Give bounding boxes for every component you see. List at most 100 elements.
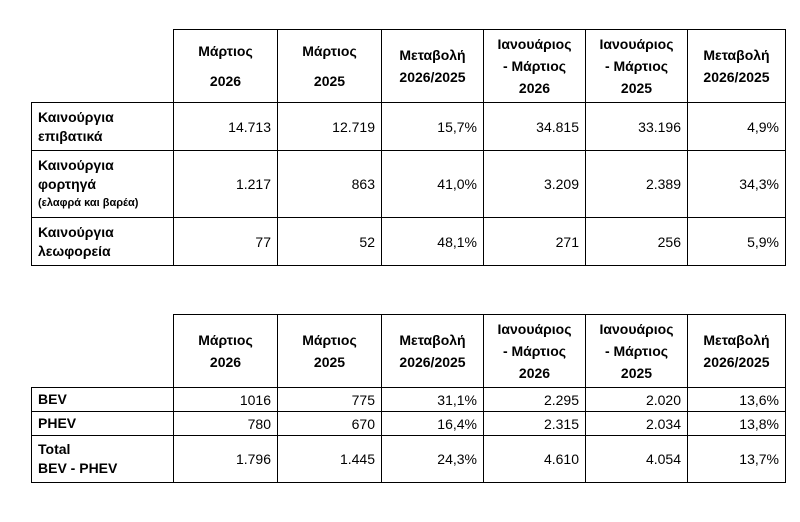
table-cell: 670 xyxy=(277,411,382,436)
table-row: Καινούργια λεωφορεία 77 52 48,1% 271 256… xyxy=(31,217,786,266)
row-label: Καινούργια λεωφορεία xyxy=(31,217,174,266)
header-text: Ιανουάριος xyxy=(599,321,674,337)
row-label: Καινούργια επιβατικά xyxy=(31,102,174,151)
header-text: 2026/2025 xyxy=(703,69,770,85)
header-row: Μάρτιος 2026 Μάρτιος 2025 Μεταβολή 2026/… xyxy=(31,314,786,388)
table-cell: 14.713 xyxy=(173,102,278,151)
table-cell: 4,9% xyxy=(687,102,786,151)
blank-corner-cell xyxy=(31,314,174,388)
table-cell: 780 xyxy=(173,411,278,436)
header-jan-mar-2026: Ιανουάριος - Μάρτιος 2026 xyxy=(483,314,586,388)
header-text: 2025 xyxy=(313,73,346,89)
header-text: - Μάρτιος xyxy=(604,58,669,74)
table-row: BEV 1016 775 31,1% 2.295 2.020 13,6% xyxy=(31,387,786,412)
table-cell: 2.315 xyxy=(483,411,586,436)
table-cell: 5,9% xyxy=(687,217,786,266)
header-text: - Μάρτιος xyxy=(502,58,567,74)
row-label: BEV xyxy=(31,387,174,412)
header-text: Μάρτιος xyxy=(198,43,253,59)
header-text: 2025 xyxy=(620,365,653,381)
header-text: 2026/2025 xyxy=(399,69,466,85)
table-cell: 775 xyxy=(277,387,382,412)
header-text: Ιανουάριος xyxy=(599,36,674,52)
table-cell: 1016 xyxy=(173,387,278,412)
header-text: 2025 xyxy=(620,80,653,96)
table-cell: 34.815 xyxy=(483,102,586,151)
table-cell: 1.796 xyxy=(173,435,278,483)
table-cell: 863 xyxy=(277,150,382,218)
row-label: Καινούργια φορτηγά (ελαφρά και βαρέα) xyxy=(31,150,174,218)
header-text: 2026/2025 xyxy=(703,354,770,370)
table-cell: 48,1% xyxy=(381,217,484,266)
table-cell: 33.196 xyxy=(585,102,688,151)
row-label-text: PHEV xyxy=(38,415,77,431)
header-change-ytd: Μεταβολή 2026/2025 xyxy=(687,29,786,103)
header-text: Ιανουάριος xyxy=(497,321,572,337)
header-text: 2026 xyxy=(209,354,242,370)
header-march-2025: Μάρτιος 2025 xyxy=(277,29,382,103)
table-cell: 2.295 xyxy=(483,387,586,412)
table-row: Καινούργια φορτηγά (ελαφρά και βαρέα) 1.… xyxy=(31,150,786,218)
header-text: Μάρτιος xyxy=(302,43,357,59)
table-cell: 12.719 xyxy=(277,102,382,151)
row-label-text: Total xyxy=(38,441,71,457)
table-cell: 34,3% xyxy=(687,150,786,218)
row-label-text: BEV - PHEV xyxy=(38,460,118,476)
row-label-text: φορτηγά xyxy=(38,175,97,192)
header-march-2025: Μάρτιος 2025 xyxy=(277,314,382,388)
table-cell: 13,6% xyxy=(687,387,786,412)
header-text: Μάρτιος xyxy=(198,332,253,348)
header-text: 2025 xyxy=(313,354,346,370)
row-label: PHEV xyxy=(31,411,174,436)
header-text: 2026 xyxy=(518,365,551,381)
header-march-2026: Μάρτιος 2026 xyxy=(173,29,278,103)
header-text: Μεταβολή xyxy=(399,332,466,348)
table-cell: 2.389 xyxy=(585,150,688,218)
table-cell: 1.445 xyxy=(277,435,382,483)
header-jan-mar-2025: Ιανουάριος - Μάρτιος 2025 xyxy=(585,29,688,103)
header-row: Μάρτιος 2026 Μάρτιος 2025 Μεταβολή 2026/… xyxy=(31,29,786,103)
header-change-ytd: Μεταβολή 2026/2025 xyxy=(687,314,786,388)
table-cell: 31,1% xyxy=(381,387,484,412)
row-label-text: BEV xyxy=(38,391,67,407)
table-cell: 3.209 xyxy=(483,150,586,218)
row-label-text: λεωφορεία xyxy=(38,242,111,259)
table-cell: 41,0% xyxy=(381,150,484,218)
header-text: Ιανουάριος xyxy=(497,36,572,52)
table-cell: 4.610 xyxy=(483,435,586,483)
header-text: Μεταβολή xyxy=(399,47,466,63)
table-row: PHEV 780 670 16,4% 2.315 2.034 13,8% xyxy=(31,411,786,436)
table-cell: 52 xyxy=(277,217,382,266)
table-cell: 1.217 xyxy=(173,150,278,218)
header-text: 2026/2025 xyxy=(399,354,466,370)
row-label-text: Καινούργια xyxy=(38,223,114,240)
table-cell: 13,7% xyxy=(687,435,786,483)
table-cell: 16,4% xyxy=(381,411,484,436)
table-row: Καινούργια επιβατικά 14.713 12.719 15,7%… xyxy=(31,102,786,151)
header-march-2026: Μάρτιος 2026 xyxy=(173,314,278,388)
table-cell: 24,3% xyxy=(381,435,484,483)
table-cell: 2.034 xyxy=(585,411,688,436)
table-cell: 13,8% xyxy=(687,411,786,436)
table-cell: 2.020 xyxy=(585,387,688,412)
row-label: Total BEV - PHEV xyxy=(31,435,174,483)
header-text: 2026 xyxy=(209,73,242,89)
vehicle-registrations-table: Μάρτιος 2026 Μάρτιος 2025 Μεταβολή 2026/… xyxy=(31,29,786,266)
table-row: Total BEV - PHEV 1.796 1.445 24,3% 4.610… xyxy=(31,435,786,483)
ev-registrations-table: Μάρτιος 2026 Μάρτιος 2025 Μεταβολή 2026/… xyxy=(31,314,786,483)
row-label-note: (ελαφρά και βαρέα) xyxy=(38,196,139,209)
table-cell: 4.054 xyxy=(585,435,688,483)
header-jan-mar-2025: Ιανουάριος - Μάρτιος 2025 xyxy=(585,314,688,388)
header-text: - Μάρτιος xyxy=(502,343,567,359)
table-cell: 77 xyxy=(173,217,278,266)
row-label-text: Καινούργια xyxy=(38,156,114,173)
header-jan-mar-2026: Ιανουάριος - Μάρτιος 2026 xyxy=(483,29,586,103)
header-change-march: Μεταβολή 2026/2025 xyxy=(381,29,484,103)
blank-corner-cell xyxy=(31,29,174,103)
header-text: - Μάρτιος xyxy=(604,343,669,359)
row-label-text: επιβατικά xyxy=(38,127,103,144)
header-text: Μεταβολή xyxy=(703,332,770,348)
row-label-text: Καινούργια xyxy=(38,108,114,125)
table-cell: 15,7% xyxy=(381,102,484,151)
header-change-march: Μεταβολή 2026/2025 xyxy=(381,314,484,388)
